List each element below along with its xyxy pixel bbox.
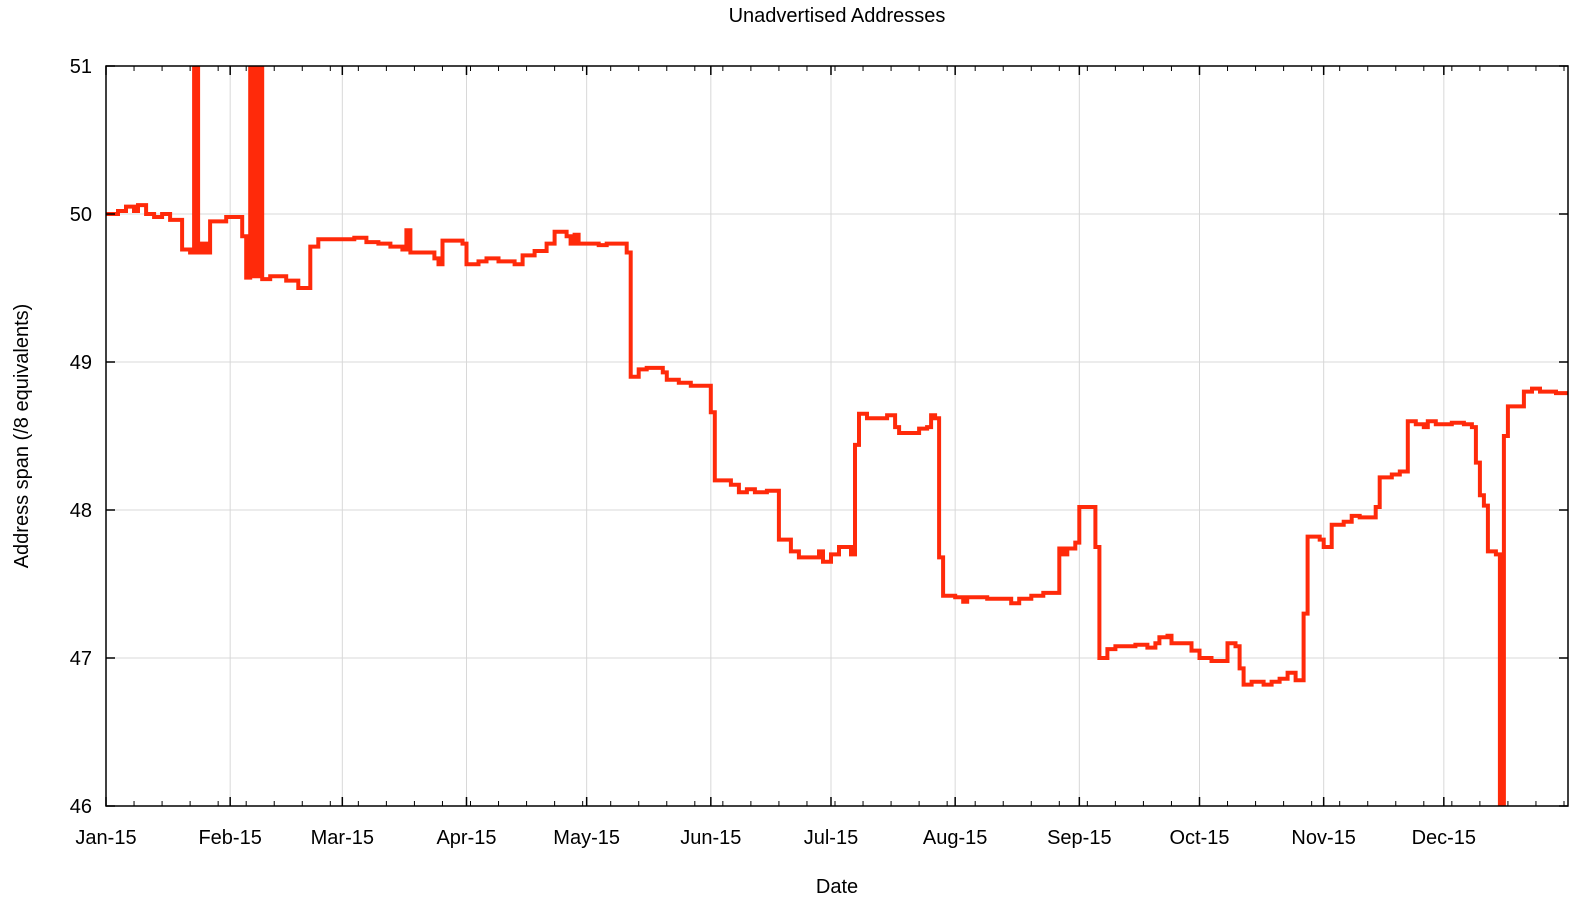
x-tick-label: Jun-15 (680, 827, 741, 849)
x-tick-label: Nov-15 (1291, 827, 1355, 849)
y-tick-label: 47 (70, 648, 92, 670)
x-tick-label: Mar-15 (311, 827, 374, 849)
y-axis-label: Address span (/8 equivalents) (11, 304, 33, 569)
minor-ticks (133, 66, 1565, 806)
y-tick-label: 46 (70, 796, 92, 818)
x-axis-label: Date (816, 876, 858, 898)
x-tick-label: May-15 (553, 827, 620, 849)
x-tick-label: Feb-15 (198, 827, 261, 849)
plot-frame (105, 65, 1569, 807)
x-tick-label: Oct-15 (1169, 827, 1229, 849)
y-axis: 46 47 48 49 50 51 (70, 56, 1568, 818)
series-line (106, 66, 1568, 806)
y-tick-label: 50 (70, 204, 92, 226)
x-tick-label: Jan-15 (75, 827, 136, 849)
x-tick-label: Dec-15 (1412, 827, 1476, 849)
x-tick-label: Aug-15 (923, 827, 988, 849)
y-tick-label: 49 (70, 352, 92, 374)
x-tick-label: Sep-15 (1047, 827, 1112, 849)
x-tick-label: Jul-15 (804, 827, 858, 849)
y-tick-label: 51 (70, 56, 92, 78)
x-tick-label: Apr-15 (436, 827, 496, 849)
chart-title: Unadvertised Addresses (729, 5, 946, 27)
y-tick-label: 48 (70, 500, 92, 522)
x-axis: Jan-15 Feb-15 Mar-15 Apr-15 May-15 Jun-15 Jul-… (75, 66, 1476, 849)
